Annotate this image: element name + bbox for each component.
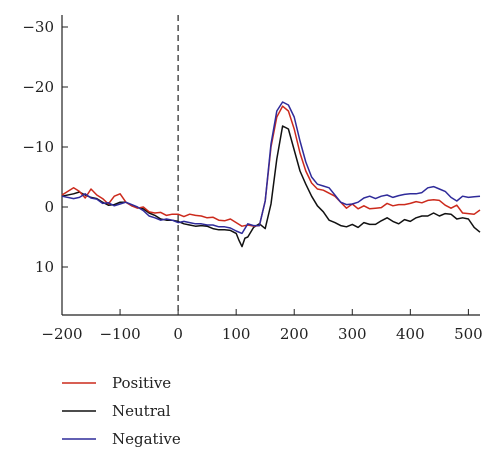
series-layer [61,101,481,248]
y-tick-label: 10 [35,258,54,276]
y-tick-label: −30 [22,18,54,36]
x-tick-label: 300 [338,325,367,343]
x-tick-label: 0 [173,325,183,343]
legend-label-neutral: Neutral [112,402,171,420]
x-tick-label: 500 [454,325,483,343]
x-tick-label: −200 [41,325,82,343]
series-line-positive [61,105,481,227]
series-line-negative [61,101,481,235]
x-tick-label: −100 [99,325,140,343]
y-tick-label: −10 [22,138,54,156]
y-tick-label: 0 [44,198,54,216]
y-tick-label: −20 [22,78,54,96]
legend: Positive Neutral Negative [62,374,181,448]
x-tick-label: 100 [222,325,251,343]
legend-label-positive: Positive [112,374,171,392]
x-tick-label: 200 [280,325,309,343]
legend-label-negative: Negative [112,430,181,448]
x-tick-label: 400 [396,325,425,343]
